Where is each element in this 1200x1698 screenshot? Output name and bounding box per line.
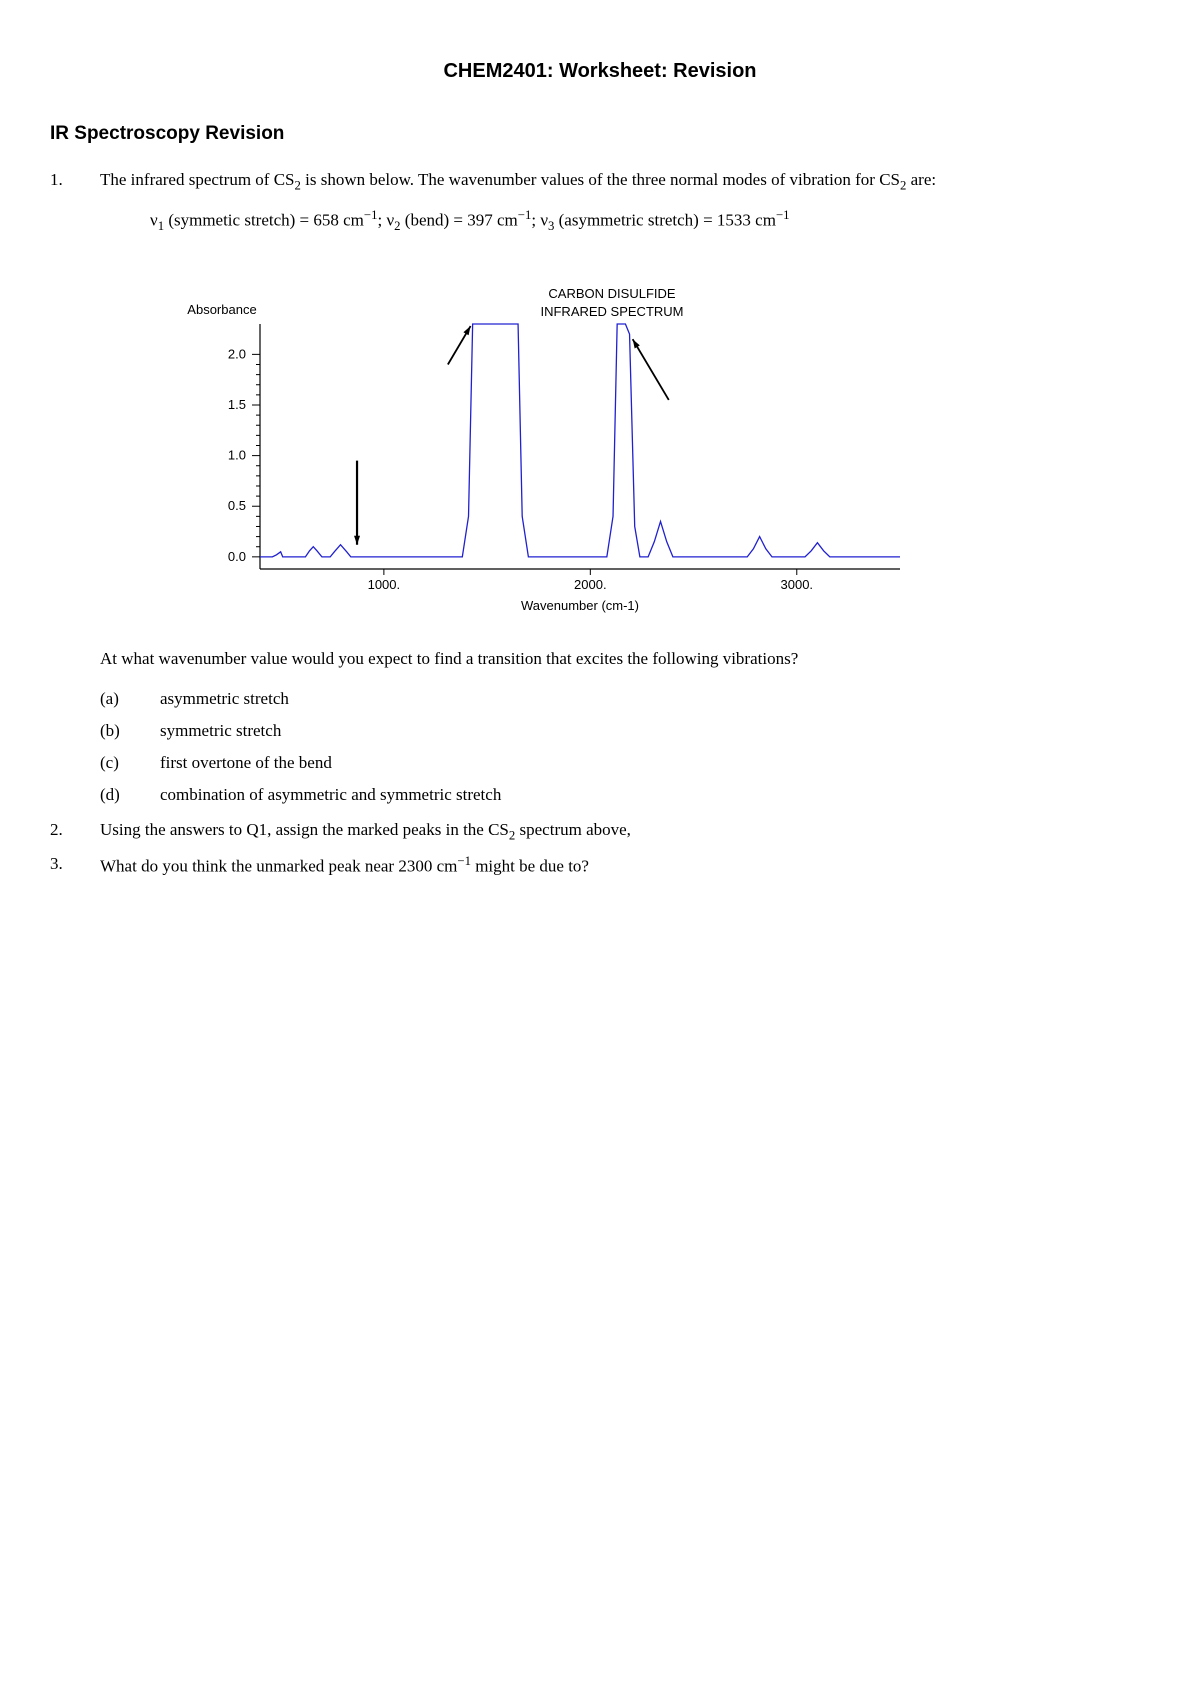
q1-follow-text: At what wavenumber value would you expec…	[100, 649, 1150, 669]
q1d-text: combination of asymmetric and symmetric …	[160, 785, 501, 805]
q1-modes-line: ν1 (symmetic stretch) = 658 cm−1; ν2 (be…	[150, 208, 1150, 234]
svg-text:0.5: 0.5	[228, 499, 246, 514]
q1c-label: (c)	[100, 753, 160, 773]
q2-after: spectrum above,	[515, 820, 631, 839]
svg-text:1.0: 1.0	[228, 448, 246, 463]
svg-text:3000.: 3000.	[781, 577, 814, 592]
q3-body: What do you think the unmarked peak near…	[100, 854, 1150, 877]
page-title: CHEM2401: Worksheet: Revision	[50, 60, 1150, 83]
q1b-text: symmetric stretch	[160, 721, 281, 741]
svg-text:Wavenumber (cm-1): Wavenumber (cm-1)	[521, 598, 639, 613]
q1a-text: asymmetric stretch	[160, 689, 289, 709]
spectrum-chart: CARBON DISULFIDE INFRARED SPECTRUM Absorba…	[160, 284, 1150, 619]
svg-text:1.5: 1.5	[228, 397, 246, 412]
q1-part-b: (b) symmetric stretch	[100, 721, 1150, 741]
q2-before: Using the answers to Q1, assign the mark…	[100, 820, 509, 839]
question-1: 1. The infrared spectrum of CS2 is shown…	[50, 170, 1150, 254]
svg-text:2.0: 2.0	[228, 347, 246, 362]
q1b-label: (b)	[100, 721, 160, 741]
q1-text-2: is shown below. The wavenumber values of…	[301, 170, 900, 189]
spectrum-svg: CARBON DISULFIDE INFRARED SPECTRUM Absorba…	[160, 284, 920, 614]
q1d-label: (d)	[100, 785, 160, 805]
q3-before: What do you think the unmarked peak near…	[100, 856, 457, 875]
svg-text:2000.: 2000.	[574, 577, 607, 592]
svg-text:1000.: 1000.	[368, 577, 401, 592]
question-2: 2. Using the answers to Q1, assign the m…	[50, 820, 1150, 843]
svg-text:CARBON DISULFIDE: CARBON DISULFIDE	[548, 286, 675, 301]
q1-number: 1.	[50, 170, 100, 254]
q2-body: Using the answers to Q1, assign the mark…	[100, 820, 1150, 843]
q1-followup: At what wavenumber value would you expec…	[50, 649, 1150, 669]
svg-text:INFRARED SPECTRUM: INFRARED SPECTRUM	[540, 304, 683, 319]
section-title: IR Spectroscopy Revision	[50, 123, 1150, 145]
q1-body: The infrared spectrum of CS2 is shown be…	[100, 170, 1150, 254]
question-3: 3. What do you think the unmarked peak n…	[50, 854, 1150, 877]
q3-after: might be due to?	[471, 856, 589, 875]
q1-part-c: (c) first overtone of the bend	[100, 753, 1150, 773]
q1c-text: first overtone of the bend	[160, 753, 332, 773]
q1-part-a: (a) asymmetric stretch	[100, 689, 1150, 709]
q2-number: 2.	[50, 820, 100, 843]
q1-part-d: (d) combination of asymmetric and symmet…	[100, 785, 1150, 805]
q3-number: 3.	[50, 854, 100, 877]
svg-text:0.0: 0.0	[228, 549, 246, 564]
q1-text-3: are:	[906, 170, 936, 189]
q1a-label: (a)	[100, 689, 160, 709]
svg-text:Absorbance: Absorbance	[187, 302, 256, 317]
q1-text-1: The infrared spectrum of CS	[100, 170, 295, 189]
q3-sup: −1	[457, 854, 471, 868]
